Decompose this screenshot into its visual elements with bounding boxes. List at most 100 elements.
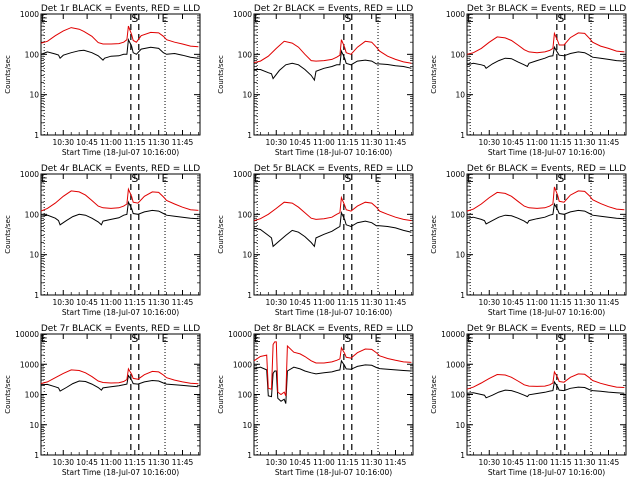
x-tick-label: 11:30: [574, 138, 596, 147]
x-tick-label: 11:45: [385, 298, 407, 307]
x-tick-label: 11:30: [361, 298, 383, 307]
y-tick-label: 10: [455, 251, 465, 260]
x-tick-label: 10:45: [502, 138, 524, 147]
marker-label-e: E: [162, 12, 169, 25]
marker-label-e: E: [467, 332, 474, 345]
marker-label-s: S: [344, 12, 351, 25]
y-tick-label: 1000: [446, 10, 465, 19]
marker-label-e: E: [41, 332, 48, 345]
chart-title: Det 1r BLACK = Events, RED = LLD: [41, 4, 200, 14]
y-tick-label: 1: [34, 451, 39, 460]
marker-label-e: E: [467, 12, 474, 25]
marker-label-s: S: [557, 172, 564, 185]
x-tick-label: 11:30: [148, 138, 170, 147]
y-tick-label: 10: [242, 91, 252, 100]
y-tick-label: 100: [451, 50, 466, 59]
y-tick-label: 10000: [441, 330, 465, 339]
chart-panel-det-7: Det 7r BLACK = Events, RED = LLD 1 10 100 10…: [4, 324, 201, 477]
y-axis-label: Counts/sec: [4, 55, 12, 94]
lld-series-line: [40, 367, 199, 385]
x-tick-label: 10:45: [76, 138, 98, 147]
lld-series-line: [253, 39, 412, 64]
x-tick-label: 10:45: [76, 298, 98, 307]
x-tick-label: 11:00: [526, 458, 548, 467]
x-axis-label: Start Time (18-Jul-07 10:16:00): [62, 468, 179, 477]
x-tick-label: 11:45: [172, 138, 194, 147]
x-tick-label: 11:45: [598, 458, 620, 467]
y-tick-label: 10000: [228, 330, 252, 339]
chart-title: Det 9r BLACK = Events, RED = LLD: [467, 324, 626, 334]
x-tick-label: 11:15: [337, 138, 359, 147]
y-tick-label: 1: [247, 451, 252, 460]
marker-label-e: E: [162, 332, 169, 345]
plot-frame: [466, 333, 627, 456]
chart-panel-det-1: Det 1r BLACK = Events, RED = LLD 1 10 100 10…: [4, 4, 201, 157]
x-tick-label: 10:30: [265, 298, 287, 307]
y-tick-label: 1: [34, 291, 39, 300]
events-series-line: [40, 374, 199, 392]
y-tick-label: 10: [455, 91, 465, 100]
x-tick-label: 11:30: [574, 298, 596, 307]
x-tick-label: 11:45: [598, 138, 620, 147]
chart-panel-det-5: Det 5r BLACK = Events, RED = LLD 1 10 100 10…: [217, 164, 414, 317]
chart-title: Det 4r BLACK = Events, RED = LLD: [41, 164, 200, 174]
x-axis-label: Start Time (18-Jul-07 10:16:00): [62, 308, 179, 317]
y-tick-label: 100: [238, 50, 253, 59]
x-tick-label: 11:00: [100, 138, 122, 147]
x-tick-label: 10:45: [76, 458, 98, 467]
marker-label-e: E: [162, 172, 169, 185]
marker-label-e: E: [254, 332, 261, 345]
x-tick-label: 11:30: [574, 458, 596, 467]
y-tick-label: 1: [34, 131, 39, 140]
x-tick-label: 11:15: [337, 458, 359, 467]
y-tick-label: 1: [460, 291, 465, 300]
marker-label-e: E: [254, 12, 261, 25]
lld-series-line: [466, 186, 625, 212]
y-tick-label: 1000: [233, 10, 252, 19]
x-axis-label: Start Time (18-Jul-07 10:16:00): [275, 468, 392, 477]
marker-label-s: S: [131, 12, 138, 25]
x-tick-label: 11:45: [385, 138, 407, 147]
lld-series-line: [253, 341, 412, 397]
marker-label-e: E: [588, 172, 595, 185]
chart-panel-det-8: Det 8r BLACK = Events, RED = LLD 1 10 100 10…: [217, 324, 414, 477]
chart-panel-det-6: Det 6r BLACK = Events, RED = LLD 1 10 100 10…: [430, 164, 627, 317]
x-tick-label: 10:30: [52, 298, 74, 307]
y-axis-label: Counts/sec: [217, 375, 225, 414]
x-tick-label: 11:30: [361, 458, 383, 467]
marker-label-e: E: [467, 172, 474, 185]
x-tick-label: 10:30: [478, 138, 500, 147]
x-tick-label: 10:30: [478, 298, 500, 307]
marker-label-s: S: [344, 332, 351, 345]
events-series-line: [253, 359, 412, 404]
plot-frame: [253, 173, 414, 296]
chart-panel-det-9: Det 9r BLACK = Events, RED = LLD 1 10 100 10…: [430, 324, 627, 477]
events-series-line: [466, 45, 625, 70]
x-tick-label: 11:15: [124, 138, 146, 147]
x-tick-label: 11:00: [100, 298, 122, 307]
plot-frame: [466, 173, 627, 296]
y-tick-label: 100: [25, 50, 40, 59]
x-tick-label: 10:30: [52, 458, 74, 467]
y-tick-label: 1000: [446, 360, 465, 369]
x-axis-label: Start Time (18-Jul-07 10:16:00): [275, 148, 392, 157]
x-tick-label: 10:30: [265, 138, 287, 147]
events-series-line: [466, 380, 625, 399]
y-axis-label: Counts/sec: [430, 55, 438, 94]
y-tick-label: 100: [238, 210, 253, 219]
marker-label-e: E: [375, 332, 382, 345]
x-tick-label: 11:30: [148, 458, 170, 467]
lld-series-line: [466, 370, 625, 390]
chart-panel-det-4: Det 4r BLACK = Events, RED = LLD 1 10 100 10…: [4, 164, 201, 317]
chart-title: Det 8r BLACK = Events, RED = LLD: [254, 324, 413, 334]
plot-frame: [40, 333, 201, 456]
x-tick-label: 11:30: [361, 138, 383, 147]
x-tick-label: 11:00: [526, 138, 548, 147]
y-axis-label: Counts/sec: [217, 215, 225, 254]
lld-series-line: [40, 25, 199, 48]
marker-label-e: E: [254, 172, 261, 185]
marker-label-s: S: [557, 332, 564, 345]
x-tick-label: 11:00: [313, 138, 335, 147]
chart-title: Det 3r BLACK = Events, RED = LLD: [467, 4, 626, 14]
